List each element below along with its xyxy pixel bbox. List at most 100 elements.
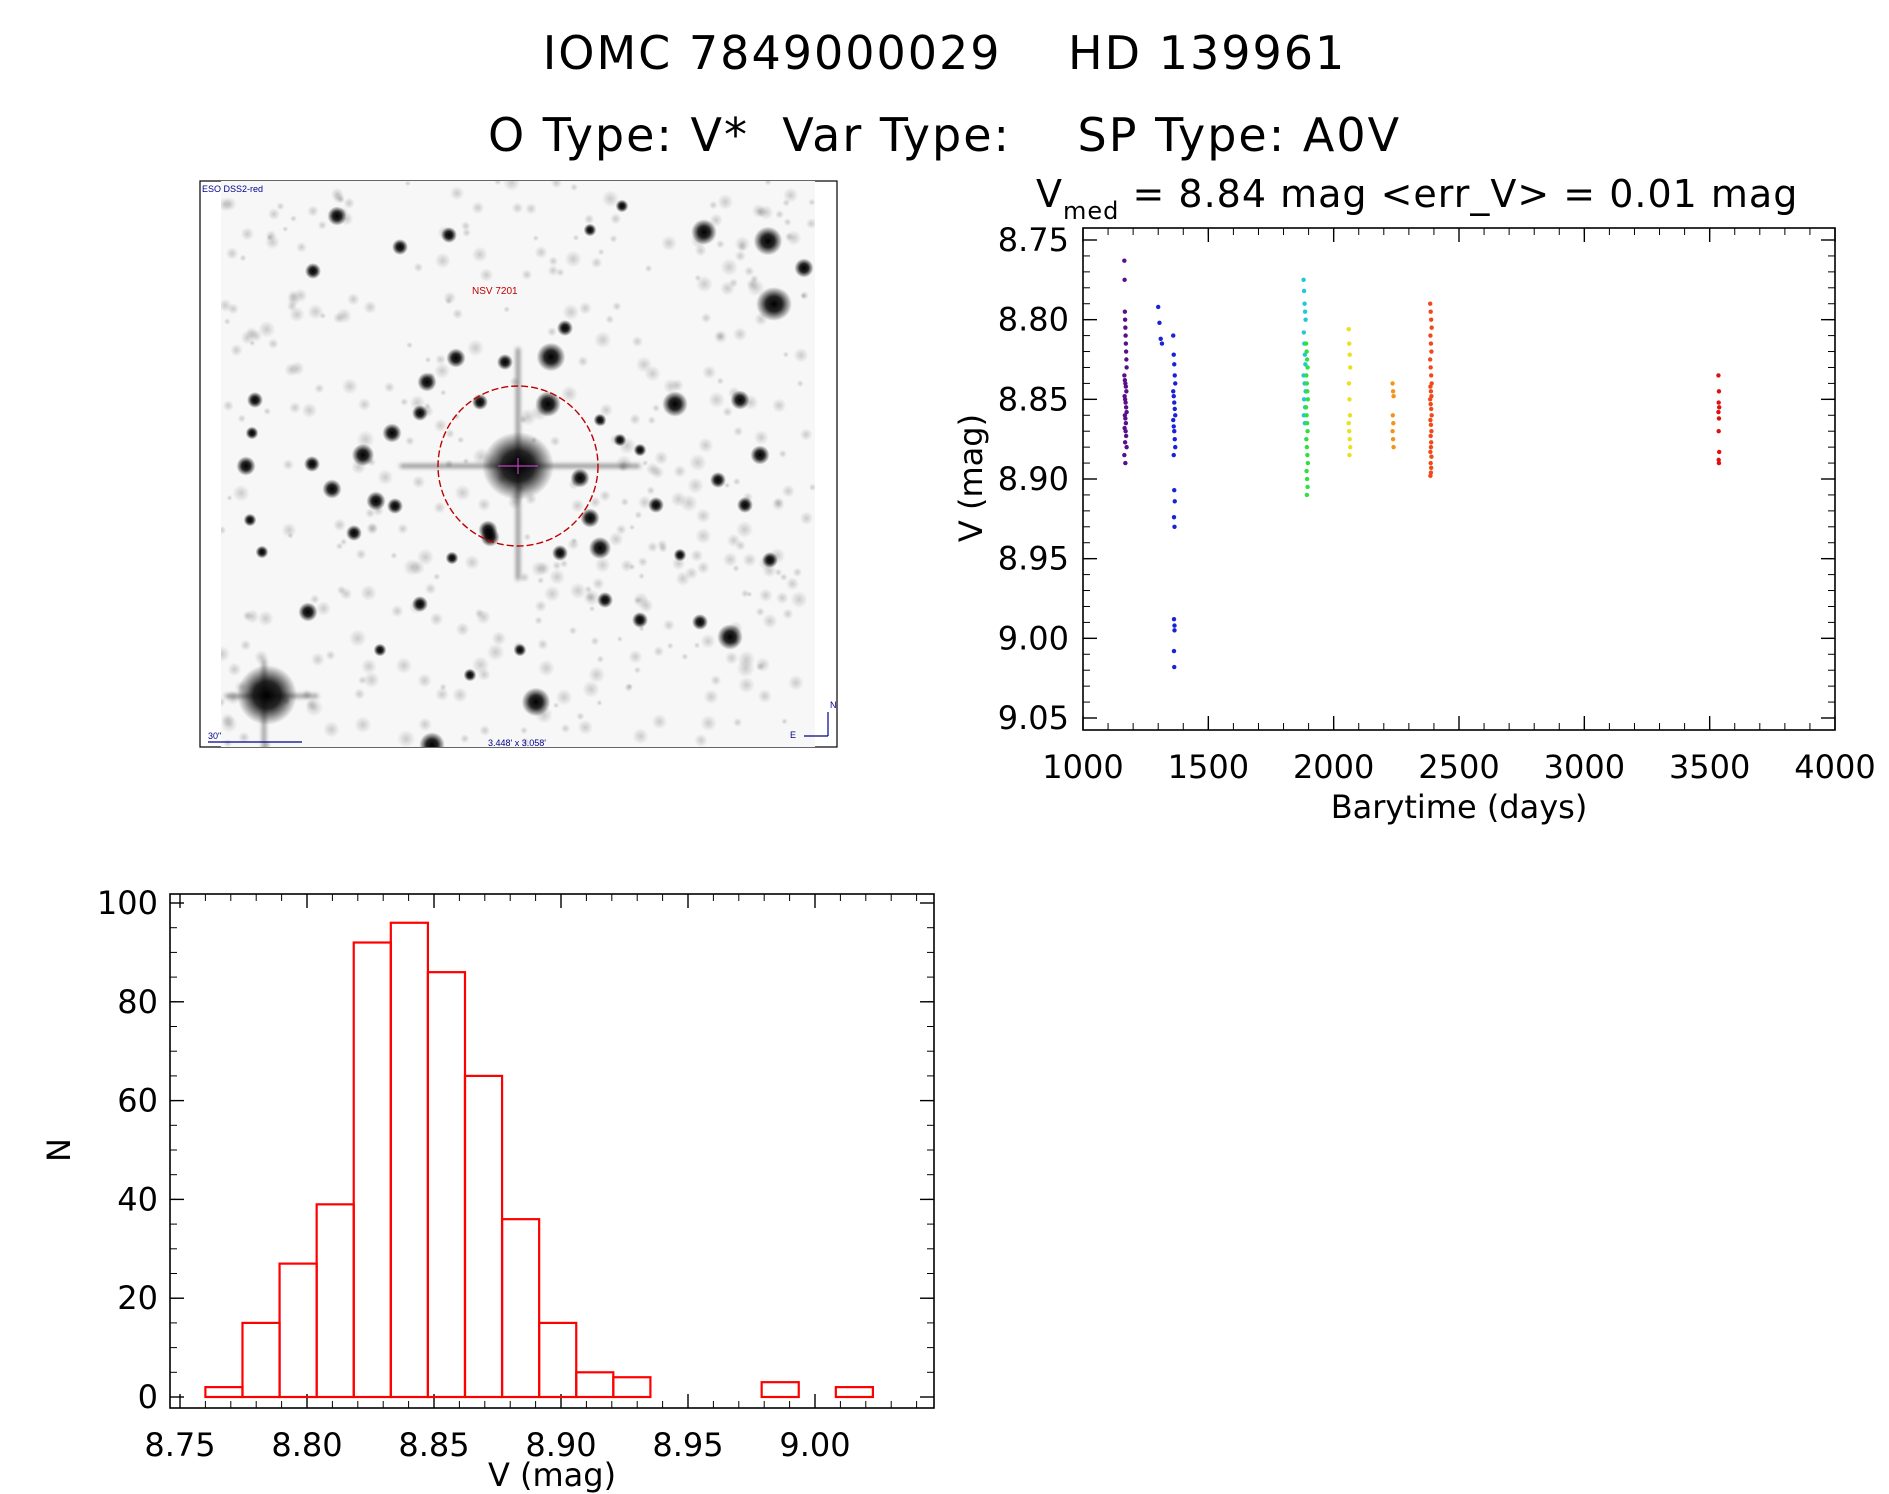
sky-noise: [572, 234, 580, 242]
data-point-season-3b: [1305, 484, 1310, 490]
histogram-x-tick-labels: 8.75 8.80 8.85 8.90 8.95 9.00: [144, 1426, 850, 1464]
sky-noise: [525, 202, 537, 215]
data-point-season-3b: [1304, 421, 1310, 426]
star: [648, 497, 664, 513]
sky-noise: [284, 362, 299, 377]
sky-noise: [546, 326, 557, 337]
data-point-season-6: [1429, 454, 1434, 459]
star: [255, 545, 269, 559]
star: [247, 392, 263, 408]
data-point-season-6: [1428, 433, 1433, 439]
sky-noise: [568, 626, 578, 635]
sky-noise: [537, 638, 549, 651]
sky-noise: [599, 403, 614, 417]
sky-noise: [695, 275, 713, 293]
sky-noise: [779, 573, 788, 582]
sky-noise: [307, 205, 319, 217]
y-tick-label: 0: [138, 1378, 158, 1416]
sky-noise: [397, 729, 416, 747]
sky-noise: [703, 689, 719, 705]
data-point-season-6: [1428, 309, 1433, 314]
data-point-season-1: [1122, 317, 1128, 322]
data-point-season-3b: [1304, 349, 1309, 354]
sky-noise: [609, 213, 622, 225]
histogram-bar: [612, 1376, 652, 1399]
star: [445, 551, 459, 565]
x-tick-label: 4000: [1794, 748, 1875, 786]
data-point-season-5: [1390, 429, 1395, 434]
y-tick-label: 9.05: [998, 699, 1069, 737]
sky-noise: [775, 209, 784, 219]
star: [327, 206, 347, 226]
sky-noise: [582, 680, 600, 698]
star: [662, 391, 688, 417]
sky-noise: [433, 418, 448, 433]
sky-noise: [424, 356, 432, 364]
data-point-season-3a: [1303, 362, 1308, 367]
sky-noise: [695, 508, 711, 524]
sky-noise: [733, 426, 744, 437]
y-tick-label: 20: [117, 1279, 158, 1317]
data-point-season-1: [1124, 444, 1129, 450]
star: [750, 445, 770, 465]
sky-noise: [647, 416, 656, 425]
sky-noise: [805, 218, 815, 230]
data-point-season-2: [1171, 424, 1176, 429]
star: [632, 612, 648, 628]
light-curve-x-axis-label: Barytime (days): [1331, 788, 1588, 826]
sky-noise: [633, 666, 641, 674]
star: [717, 624, 743, 650]
sky-noise: [799, 428, 813, 441]
sky-noise: [534, 245, 548, 259]
sky-noise: [720, 258, 739, 276]
sky-noise: [732, 477, 741, 486]
sky-noise: [435, 354, 446, 365]
star: [441, 227, 457, 243]
sky-noise: [227, 303, 239, 315]
sky-noise: [774, 568, 783, 577]
data-point-season-7: [1716, 429, 1721, 434]
sky-noise: [464, 554, 480, 570]
sky-noise: [571, 537, 578, 544]
sky-noise: [523, 533, 532, 541]
x-tick-label: 1000: [1042, 748, 1123, 786]
sky-noise: [684, 566, 699, 580]
sky-noise: [732, 327, 748, 342]
sky-noise: [612, 301, 622, 311]
sky-noise: [503, 181, 521, 192]
sky-noise: [333, 518, 347, 532]
sky-noise: [395, 657, 413, 674]
sky-noise: [405, 436, 415, 446]
y-tick-label: 8.90: [998, 460, 1069, 498]
sky-noise: [479, 268, 494, 282]
data-point-season-2: [1172, 664, 1177, 670]
sky-noise: [738, 676, 755, 694]
sky-noise: [589, 496, 601, 508]
sky-noise: [753, 430, 769, 445]
data-point-season-7: [1716, 409, 1721, 415]
sky-noise: [717, 193, 734, 210]
histogram-bar: [426, 971, 467, 1399]
data-point-season-1: [1122, 452, 1127, 458]
sky-noise: [548, 256, 559, 267]
sky-noise: [716, 377, 724, 385]
data-point-season-7: [1716, 416, 1722, 421]
sky-noise: [583, 589, 600, 607]
sky-noise: [695, 527, 712, 545]
sky-noise: [758, 204, 774, 220]
sky-noise: [653, 646, 665, 657]
star: [613, 433, 627, 447]
sky-noise: [547, 265, 559, 277]
data-point-season-1: [1124, 357, 1129, 362]
star: [245, 426, 259, 440]
sky-noise: [457, 436, 465, 444]
sky-noise: [570, 498, 585, 513]
sky-noise: [758, 588, 773, 603]
light-curve-title-sub: med: [1063, 197, 1119, 225]
sky-noise: [549, 568, 566, 585]
x-tick-label: 1500: [1168, 748, 1249, 786]
sky-noise: [493, 181, 502, 186]
light-curve-ticks: [1082, 228, 1836, 730]
sky-noise: [590, 636, 600, 646]
sky-noise: [477, 497, 491, 512]
